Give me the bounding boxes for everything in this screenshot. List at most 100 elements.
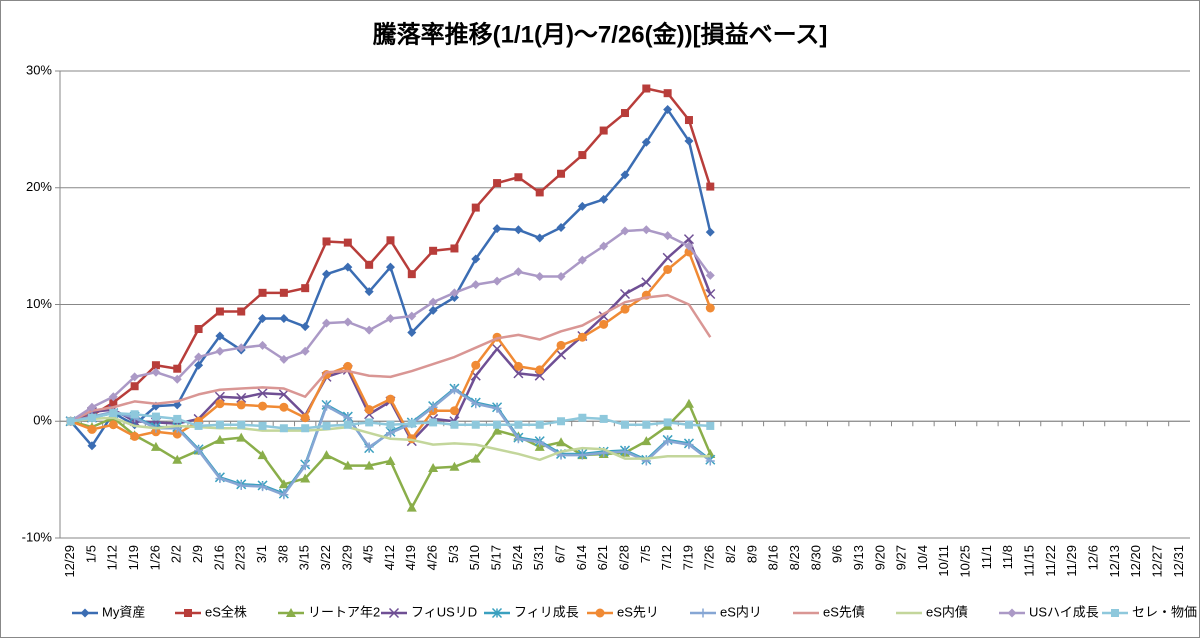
data-point <box>556 271 566 281</box>
data-point <box>429 246 438 255</box>
data-point <box>237 420 246 429</box>
data-point <box>557 417 566 426</box>
data-point <box>642 420 651 429</box>
legend-label: eS全株 <box>205 604 247 619</box>
data-point <box>407 270 416 279</box>
data-point <box>599 241 609 251</box>
x-tick-label: 9/20 <box>872 545 887 570</box>
data-point <box>493 179 502 188</box>
data-point <box>513 434 523 444</box>
legend-marker <box>286 608 296 617</box>
data-point <box>535 437 545 447</box>
data-point <box>407 328 417 338</box>
data-point <box>428 297 438 307</box>
x-tick-label: 7/19 <box>680 545 695 570</box>
data-point <box>236 432 247 442</box>
data-point <box>450 420 459 429</box>
data-point <box>556 349 567 360</box>
data-point <box>535 271 545 281</box>
x-tick-label: 3/29 <box>339 545 354 570</box>
data-point <box>513 267 523 277</box>
data-point <box>535 188 544 197</box>
data-point <box>258 288 267 297</box>
data-point <box>236 343 246 353</box>
data-point <box>620 304 630 314</box>
data-point <box>471 399 481 409</box>
legend-marker <box>1007 608 1017 618</box>
legend-marker <box>388 607 400 619</box>
data-point <box>556 222 566 232</box>
x-tick-label: 12/6 <box>1085 545 1100 570</box>
data-point <box>406 502 417 512</box>
x-tick-label: 8/2 <box>723 545 738 563</box>
data-point <box>471 254 481 264</box>
data-point <box>493 420 502 429</box>
x-tick-label: 11/29 <box>1064 545 1079 577</box>
y-tick-label: 0% <box>33 413 52 428</box>
data-point <box>385 455 396 465</box>
data-point <box>322 318 332 328</box>
legend-label: USハイ成長 <box>1029 604 1099 619</box>
data-point <box>449 292 459 302</box>
x-tick-label: 6/14 <box>574 545 589 570</box>
data-point <box>449 288 459 298</box>
data-point <box>236 392 247 403</box>
data-point <box>577 201 587 211</box>
data-point <box>641 137 651 147</box>
data-point <box>172 374 182 384</box>
data-point <box>642 84 651 93</box>
data-point <box>301 424 310 433</box>
x-tick-label: 5/3 <box>446 545 461 563</box>
x-tick-label: 2/23 <box>233 545 248 570</box>
data-point <box>172 454 183 464</box>
data-point <box>662 252 673 263</box>
x-tick-label: 8/9 <box>744 545 759 563</box>
data-point <box>577 450 587 460</box>
data-point <box>471 203 480 212</box>
data-point <box>258 421 267 430</box>
data-point <box>215 331 225 341</box>
x-tick-label: 4/19 <box>403 545 418 570</box>
data-point <box>343 238 352 247</box>
data-point <box>535 420 544 429</box>
legend-marker <box>491 607 503 619</box>
data-point <box>279 402 289 412</box>
legend-marker <box>80 608 90 618</box>
x-tick-label: 3/15 <box>297 545 312 570</box>
data-point <box>492 276 502 286</box>
data-point <box>130 431 140 441</box>
data-point <box>87 441 97 451</box>
y-tick-label: -10% <box>22 529 53 544</box>
x-tick-label: 11/15 <box>1022 545 1037 577</box>
data-point <box>492 403 502 413</box>
data-point <box>705 227 715 237</box>
x-tick-label: 12/27 <box>1149 545 1164 578</box>
legend-marker <box>595 608 605 618</box>
data-point <box>257 450 268 460</box>
x-tick-label: 12/29 <box>62 545 77 578</box>
data-point <box>407 311 417 321</box>
x-tick-label: 8/16 <box>766 545 781 570</box>
data-point <box>620 447 630 457</box>
x-tick-label: 9/27 <box>894 545 909 570</box>
data-point <box>279 314 289 324</box>
data-point <box>278 479 289 489</box>
data-point <box>130 372 140 382</box>
data-point <box>87 413 96 422</box>
x-tick-label: 2/2 <box>169 545 184 563</box>
x-tick-label: 7/5 <box>638 545 653 563</box>
data-point <box>385 314 395 324</box>
data-point <box>513 368 524 379</box>
x-tick-label: 1/26 <box>147 545 162 570</box>
legend-label: リートア年2 <box>308 604 380 619</box>
data-point <box>683 234 694 245</box>
data-point <box>214 434 225 444</box>
data-point <box>108 392 118 402</box>
data-point <box>449 406 459 416</box>
x-tick-label: 1/19 <box>126 545 141 570</box>
data-point <box>236 400 246 410</box>
data-point <box>684 440 694 450</box>
data-point <box>258 314 268 324</box>
data-point <box>278 389 289 400</box>
